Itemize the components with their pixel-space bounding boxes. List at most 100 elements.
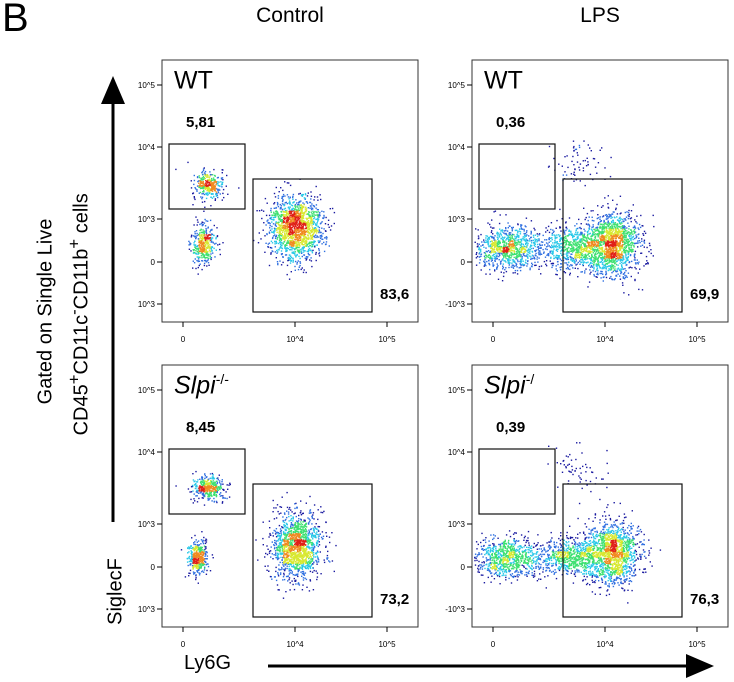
event-dot	[205, 244, 207, 246]
event-dot	[198, 192, 200, 194]
event-dot	[201, 193, 203, 195]
event-dot	[290, 260, 292, 262]
event-dot	[506, 246, 508, 248]
event-dot	[510, 254, 512, 256]
event-dot	[563, 232, 566, 234]
event-dot	[298, 229, 300, 231]
event-dot	[599, 251, 602, 253]
event-dot	[293, 201, 295, 203]
event-dot	[567, 251, 570, 253]
event-dot	[299, 212, 302, 214]
event-dot	[283, 238, 285, 240]
event-dot	[292, 225, 295, 228]
event-dot	[190, 236, 193, 238]
event-dot	[293, 218, 295, 220]
event-dot	[596, 250, 599, 252]
event-dot	[497, 252, 499, 254]
event-dot	[613, 235, 615, 238]
event-dot	[312, 243, 314, 245]
event-dot	[606, 218, 608, 220]
event-dot	[589, 232, 591, 235]
event-dot	[619, 231, 622, 233]
event-dot	[596, 263, 598, 265]
event-dot	[301, 195, 304, 197]
event-dot	[623, 218, 625, 220]
event-dot	[277, 249, 279, 251]
event-dot	[333, 222, 335, 225]
event-dot	[295, 231, 298, 234]
event-dot	[324, 223, 327, 225]
event-dot	[613, 243, 616, 246]
event-dot	[295, 213, 297, 216]
event-dot	[493, 248, 495, 251]
event-dot	[574, 241, 576, 243]
event-dot	[204, 257, 206, 259]
event-dot	[311, 241, 313, 244]
event-dot	[523, 238, 525, 240]
event-dot	[619, 259, 621, 261]
event-dot	[631, 231, 633, 233]
event-dot	[573, 244, 575, 246]
event-dot	[208, 234, 210, 236]
event-dot	[303, 220, 305, 222]
event-dot	[624, 233, 626, 235]
event-dot	[591, 251, 593, 253]
event-dot	[565, 262, 568, 264]
event-dot	[497, 232, 499, 234]
event-dot	[580, 231, 582, 233]
event-dot	[571, 244, 573, 246]
event-dot	[486, 240, 488, 243]
event-dot	[596, 276, 598, 278]
event-dot	[581, 242, 584, 244]
event-dot	[199, 180, 202, 182]
event-dot	[333, 211, 336, 214]
event-dot	[290, 231, 292, 234]
event-dot	[512, 259, 515, 261]
event-dot	[529, 252, 531, 255]
event-dot	[293, 242, 296, 245]
event-dot	[611, 272, 613, 274]
event-dot	[511, 228, 514, 230]
event-dot	[585, 261, 587, 264]
event-dot	[585, 223, 588, 225]
event-dot	[567, 235, 569, 237]
event-dot	[302, 238, 305, 240]
event-dot	[215, 249, 217, 251]
event-dot	[556, 246, 559, 248]
event-dot	[478, 262, 481, 264]
event-dot	[505, 270, 508, 273]
event-dot	[508, 244, 511, 247]
event-dot	[311, 235, 313, 237]
event-dot	[619, 241, 621, 243]
event-dot	[486, 241, 489, 243]
event-dot	[204, 238, 206, 241]
event-dot	[555, 246, 557, 248]
event-dot	[619, 243, 621, 246]
event-dot	[600, 252, 602, 255]
event-dot	[283, 221, 285, 223]
event-dot	[324, 237, 326, 239]
event-dot	[500, 252, 502, 255]
event-dot	[595, 258, 597, 260]
event-dot	[525, 255, 527, 257]
event-dot	[493, 256, 496, 258]
event-dot	[307, 192, 309, 194]
event-dot	[301, 216, 304, 219]
event-dot	[209, 171, 211, 173]
event-dot	[208, 181, 210, 184]
event-dot	[288, 231, 290, 233]
event-dot	[279, 238, 281, 240]
event-dot	[590, 271, 592, 273]
event-dot	[305, 237, 307, 239]
event-dot	[581, 248, 583, 251]
event-dot	[269, 246, 272, 249]
event-dot	[556, 270, 558, 272]
event-dot	[204, 245, 207, 247]
event-dot	[621, 256, 623, 259]
event-dot	[508, 262, 511, 265]
event-dot	[290, 241, 292, 243]
event-dot	[619, 213, 621, 215]
event-dot	[506, 254, 508, 256]
event-dot	[607, 235, 609, 237]
